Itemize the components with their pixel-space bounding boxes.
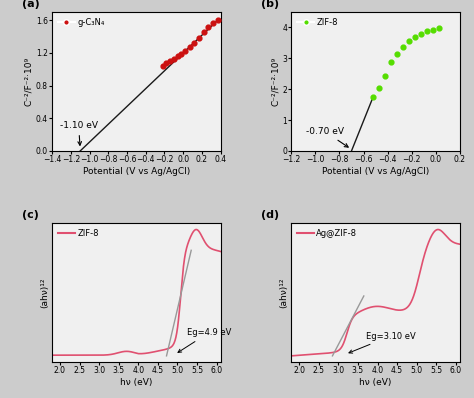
Point	[436, 25, 443, 31]
Y-axis label: C⁻²/F⁻²·10⁹: C⁻²/F⁻²·10⁹	[24, 57, 33, 106]
Point	[210, 20, 217, 26]
Point	[177, 51, 185, 57]
Point	[174, 53, 182, 59]
Point	[191, 40, 198, 46]
Point	[170, 55, 178, 62]
Legend: ZIF-8: ZIF-8	[295, 16, 339, 28]
Point	[166, 58, 174, 64]
Point	[181, 48, 189, 55]
Text: Eg=4.9 eV: Eg=4.9 eV	[178, 328, 231, 352]
Point	[387, 59, 395, 65]
Y-axis label: C⁻²/F⁻²·10⁹: C⁻²/F⁻²·10⁹	[271, 57, 280, 106]
Y-axis label: (ahν)¹²: (ahν)¹²	[280, 277, 289, 308]
Text: (a): (a)	[22, 0, 39, 9]
Point	[405, 37, 413, 44]
Point	[200, 28, 208, 35]
Legend: Ag@ZIF-8: Ag@ZIF-8	[295, 227, 359, 240]
Text: -1.10 eV: -1.10 eV	[60, 121, 98, 145]
X-axis label: hν (eV): hν (eV)	[359, 378, 392, 387]
Point	[159, 63, 166, 69]
Y-axis label: (ahν)¹²: (ahν)¹²	[40, 277, 49, 308]
Point	[369, 94, 377, 100]
Point	[400, 43, 407, 50]
Point	[186, 44, 193, 50]
Text: (b): (b)	[261, 0, 279, 9]
Point	[418, 30, 425, 37]
Text: -0.70 eV: -0.70 eV	[306, 127, 348, 147]
Point	[214, 17, 221, 23]
Legend: g-C₃N₄: g-C₃N₄	[56, 16, 106, 28]
X-axis label: hν (eV): hν (eV)	[120, 378, 153, 387]
Text: Eg=3.10 eV: Eg=3.10 eV	[349, 332, 416, 353]
Point	[423, 28, 431, 34]
X-axis label: Potential (V vs Ag/AgCl): Potential (V vs Ag/AgCl)	[322, 167, 429, 176]
X-axis label: Potential (V vs Ag/AgCl): Potential (V vs Ag/AgCl)	[83, 167, 190, 176]
Point	[163, 60, 170, 66]
Point	[205, 23, 212, 30]
Point	[382, 73, 389, 79]
Point	[393, 51, 401, 57]
Text: (d): (d)	[261, 211, 279, 220]
Point	[411, 33, 419, 40]
Text: (c): (c)	[22, 211, 39, 220]
Point	[429, 26, 437, 33]
Legend: ZIF-8: ZIF-8	[56, 227, 100, 240]
Point	[195, 35, 203, 41]
Point	[375, 84, 383, 91]
